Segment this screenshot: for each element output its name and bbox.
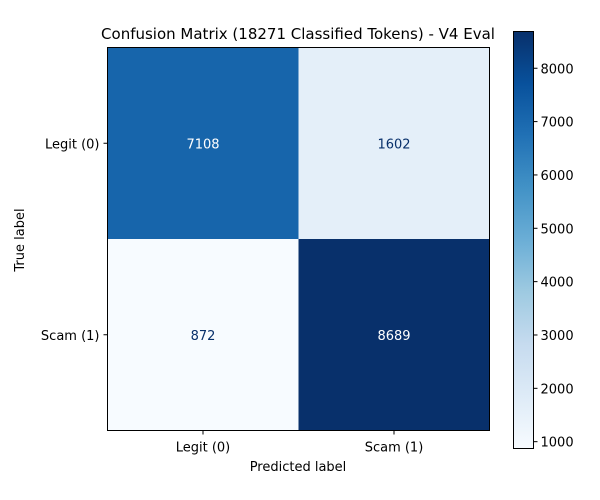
colorbar [513,31,534,449]
x-tick-label: Legit (0) [176,441,231,456]
cell-value-label: 1602 [377,137,410,152]
colorbar-tick-label: 2000 [541,382,574,397]
chart-title: Confusion Matrix (18271 Classified Token… [101,25,495,43]
matrix-cells: 7108 1602 872 8689 [107,47,490,431]
colorbar-ticks: 1000 2000 3000 4000 5000 6000 7000 8000 [533,62,574,451]
cell-value-label: 7108 [186,137,219,152]
x-tick-label: Scam (1) [365,441,424,456]
cell-value-label: 872 [191,329,216,344]
matrix-frame [107,47,490,431]
y-tick-label: Scam (1) [41,329,100,344]
x-axis-ticks: Legit (0) Scam (1) [176,430,424,456]
colorbar-tick-label: 4000 [541,276,574,291]
matrix-cell [298,239,490,431]
y-tick-label: Legit (0) [45,137,100,152]
cell-value-label: 8689 [377,329,410,344]
matrix-cell [107,239,299,431]
matrix-cell [298,47,490,239]
x-axis-label: Predicted label [250,460,347,475]
colorbar-tick-label: 5000 [541,222,574,237]
colorbar-tick-label: 6000 [541,169,574,184]
colorbar-tick-label: 8000 [541,62,574,77]
y-axis-label: True label [13,208,28,272]
colorbar-tick-label: 3000 [541,329,574,344]
y-axis-ticks: Legit (0) Scam (1) [41,137,108,344]
matrix-cell [107,47,299,239]
colorbar-tick-label: 7000 [541,116,574,131]
colorbar-tick-label: 1000 [541,436,574,451]
